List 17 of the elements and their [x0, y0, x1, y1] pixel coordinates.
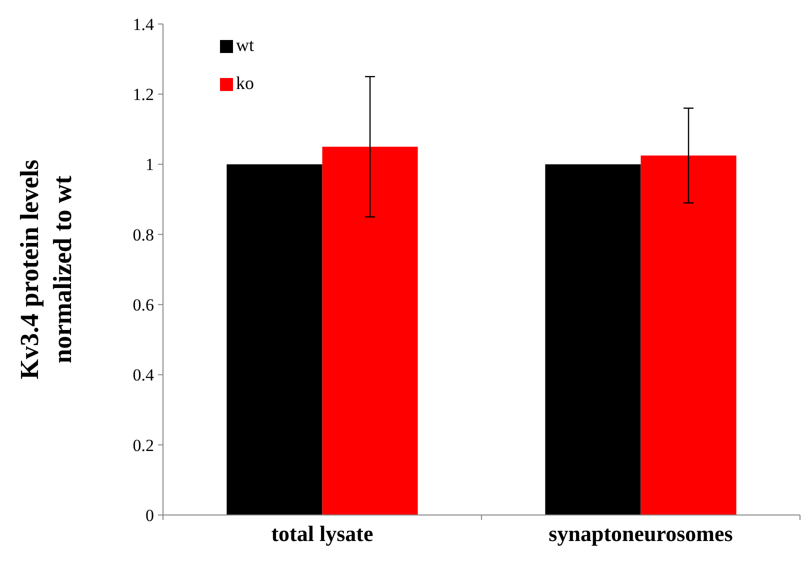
legend-label: wt	[236, 35, 254, 55]
x-tick-label: total lysate	[271, 521, 374, 546]
bar	[322, 146, 418, 515]
y-tick-label: 0.8	[132, 225, 154, 244]
y-tick-label: 0.2	[132, 436, 154, 455]
legend-label: ko	[236, 73, 254, 93]
bar	[640, 156, 736, 515]
y-tick-label: 1	[146, 155, 154, 174]
y-tick-label: 1.4	[132, 14, 154, 34]
y-tick-label: 1.2	[132, 85, 154, 104]
y-axis-title: Kv3.4 protein levels normalized to wt	[15, 160, 77, 380]
bar	[226, 164, 322, 515]
y-tick-label: 0	[146, 506, 154, 525]
x-tick-label: synaptoneurosomes	[548, 521, 734, 546]
bar	[545, 164, 641, 515]
y-tick-label: 0.6	[132, 296, 154, 315]
y-tick-label: 0.4	[132, 366, 154, 385]
